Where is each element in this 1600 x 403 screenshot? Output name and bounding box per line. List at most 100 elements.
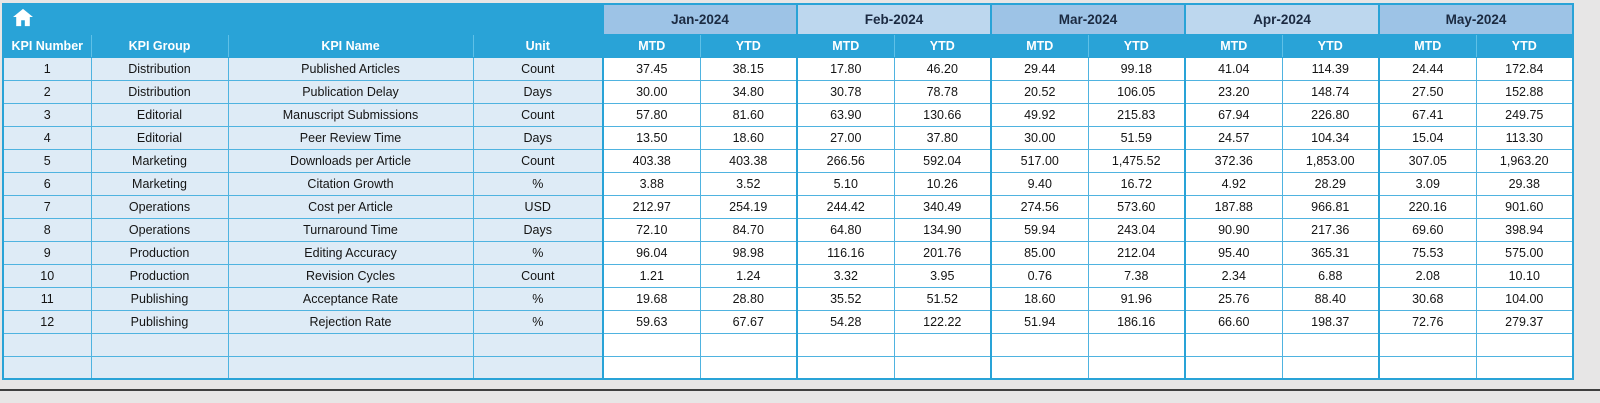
- empty-value-cell[interactable]: [1378, 332, 1477, 357]
- value-cell[interactable]: 340.49: [893, 194, 992, 219]
- value-cell[interactable]: 372.36: [1184, 148, 1283, 173]
- empty-value-cell[interactable]: [1184, 355, 1283, 380]
- kpi-name-cell[interactable]: Publication Delay: [227, 79, 474, 104]
- sub-header-ytd[interactable]: YTD: [1087, 33, 1186, 58]
- value-cell[interactable]: 2.08: [1378, 263, 1477, 288]
- value-cell[interactable]: 517.00: [990, 148, 1089, 173]
- kpi-group-cell[interactable]: Operations: [90, 194, 229, 219]
- value-cell[interactable]: 1,963.20: [1475, 148, 1574, 173]
- value-cell[interactable]: 51.52: [893, 286, 992, 311]
- value-cell[interactable]: 220.16: [1378, 194, 1477, 219]
- value-cell[interactable]: 57.80: [602, 102, 701, 127]
- value-cell[interactable]: 25.76: [1184, 286, 1283, 311]
- value-cell[interactable]: 75.53: [1378, 240, 1477, 265]
- col-header-kpi-name[interactable]: KPI Name: [227, 33, 474, 58]
- empty-value-cell[interactable]: [1378, 355, 1477, 380]
- value-cell[interactable]: 28.29: [1281, 171, 1380, 196]
- kpi-number-cell[interactable]: 9: [2, 240, 92, 265]
- sub-header-ytd[interactable]: YTD: [1475, 33, 1574, 58]
- value-cell[interactable]: 3.88: [602, 171, 701, 196]
- value-cell[interactable]: 398.94: [1475, 217, 1574, 242]
- value-cell[interactable]: 966.81: [1281, 194, 1380, 219]
- empty-label-cell[interactable]: [2, 332, 92, 357]
- value-cell[interactable]: 6.88: [1281, 263, 1380, 288]
- value-cell[interactable]: 198.37: [1281, 309, 1380, 334]
- empty-value-cell[interactable]: [1281, 355, 1380, 380]
- value-cell[interactable]: 104.34: [1281, 125, 1380, 150]
- value-cell[interactable]: 187.88: [1184, 194, 1283, 219]
- value-cell[interactable]: 7.38: [1087, 263, 1186, 288]
- empty-label-cell[interactable]: [2, 355, 92, 380]
- value-cell[interactable]: 148.74: [1281, 79, 1380, 104]
- sub-header-mtd[interactable]: MTD: [602, 33, 701, 58]
- sub-header-mtd[interactable]: MTD: [1184, 33, 1283, 58]
- value-cell[interactable]: 3.09: [1378, 171, 1477, 196]
- value-cell[interactable]: 49.92: [990, 102, 1089, 127]
- empty-value-cell[interactable]: [602, 355, 701, 380]
- home-cell[interactable]: [2, 3, 604, 35]
- value-cell[interactable]: 10.10: [1475, 263, 1574, 288]
- value-cell[interactable]: 24.44: [1378, 56, 1477, 81]
- value-cell[interactable]: 29.38: [1475, 171, 1574, 196]
- value-cell[interactable]: 1.21: [602, 263, 701, 288]
- kpi-group-cell[interactable]: Marketing: [90, 171, 229, 196]
- value-cell[interactable]: 15.04: [1378, 125, 1477, 150]
- value-cell[interactable]: 23.20: [1184, 79, 1283, 104]
- value-cell[interactable]: 37.80: [893, 125, 992, 150]
- value-cell[interactable]: 30.68: [1378, 286, 1477, 311]
- kpi-unit-cell[interactable]: Count: [472, 102, 604, 127]
- value-cell[interactable]: 66.60: [1184, 309, 1283, 334]
- kpi-number-cell[interactable]: 10: [2, 263, 92, 288]
- kpi-group-cell[interactable]: Production: [90, 263, 229, 288]
- kpi-name-cell[interactable]: Citation Growth: [227, 171, 474, 196]
- kpi-unit-cell[interactable]: Count: [472, 148, 604, 173]
- col-header-unit[interactable]: Unit: [472, 33, 604, 58]
- kpi-name-cell[interactable]: Revision Cycles: [227, 263, 474, 288]
- kpi-name-cell[interactable]: Editing Accuracy: [227, 240, 474, 265]
- value-cell[interactable]: 573.60: [1087, 194, 1186, 219]
- value-cell[interactable]: 403.38: [699, 148, 798, 173]
- value-cell[interactable]: 244.42: [796, 194, 895, 219]
- empty-value-cell[interactable]: [893, 355, 992, 380]
- sub-header-ytd[interactable]: YTD: [1281, 33, 1380, 58]
- value-cell[interactable]: 90.90: [1184, 217, 1283, 242]
- value-cell[interactable]: 84.70: [699, 217, 798, 242]
- kpi-name-cell[interactable]: Downloads per Article: [227, 148, 474, 173]
- kpi-group-cell[interactable]: Editorial: [90, 125, 229, 150]
- value-cell[interactable]: 18.60: [990, 286, 1089, 311]
- value-cell[interactable]: 365.31: [1281, 240, 1380, 265]
- value-cell[interactable]: 59.94: [990, 217, 1089, 242]
- kpi-group-cell[interactable]: Editorial: [90, 102, 229, 127]
- value-cell[interactable]: 901.60: [1475, 194, 1574, 219]
- value-cell[interactable]: 5.10: [796, 171, 895, 196]
- value-cell[interactable]: 114.39: [1281, 56, 1380, 81]
- home-icon[interactable]: [12, 8, 36, 28]
- month-header-jan-2024[interactable]: Jan-2024: [602, 3, 798, 35]
- kpi-group-cell[interactable]: Distribution: [90, 56, 229, 81]
- empty-value-cell[interactable]: [796, 355, 895, 380]
- value-cell[interactable]: 69.60: [1378, 217, 1477, 242]
- sub-header-ytd[interactable]: YTD: [893, 33, 992, 58]
- sub-header-ytd[interactable]: YTD: [699, 33, 798, 58]
- value-cell[interactable]: 212.97: [602, 194, 701, 219]
- kpi-number-cell[interactable]: 1: [2, 56, 92, 81]
- month-header-apr-2024[interactable]: Apr-2024: [1184, 3, 1380, 35]
- value-cell[interactable]: 81.60: [699, 102, 798, 127]
- value-cell[interactable]: 13.50: [602, 125, 701, 150]
- empty-value-cell[interactable]: [1184, 332, 1283, 357]
- kpi-name-cell[interactable]: Cost per Article: [227, 194, 474, 219]
- value-cell[interactable]: 88.40: [1281, 286, 1380, 311]
- value-cell[interactable]: 72.10: [602, 217, 701, 242]
- value-cell[interactable]: 172.84: [1475, 56, 1574, 81]
- kpi-group-cell[interactable]: Marketing: [90, 148, 229, 173]
- sub-header-mtd[interactable]: MTD: [796, 33, 895, 58]
- kpi-unit-cell[interactable]: Count: [472, 56, 604, 81]
- empty-value-cell[interactable]: [1475, 355, 1574, 380]
- kpi-unit-cell[interactable]: Days: [472, 125, 604, 150]
- month-header-may-2024[interactable]: May-2024: [1378, 3, 1574, 35]
- kpi-name-cell[interactable]: Turnaround Time: [227, 217, 474, 242]
- value-cell[interactable]: 54.28: [796, 309, 895, 334]
- sub-header-mtd[interactable]: MTD: [990, 33, 1089, 58]
- kpi-group-cell[interactable]: Production: [90, 240, 229, 265]
- value-cell[interactable]: 20.52: [990, 79, 1089, 104]
